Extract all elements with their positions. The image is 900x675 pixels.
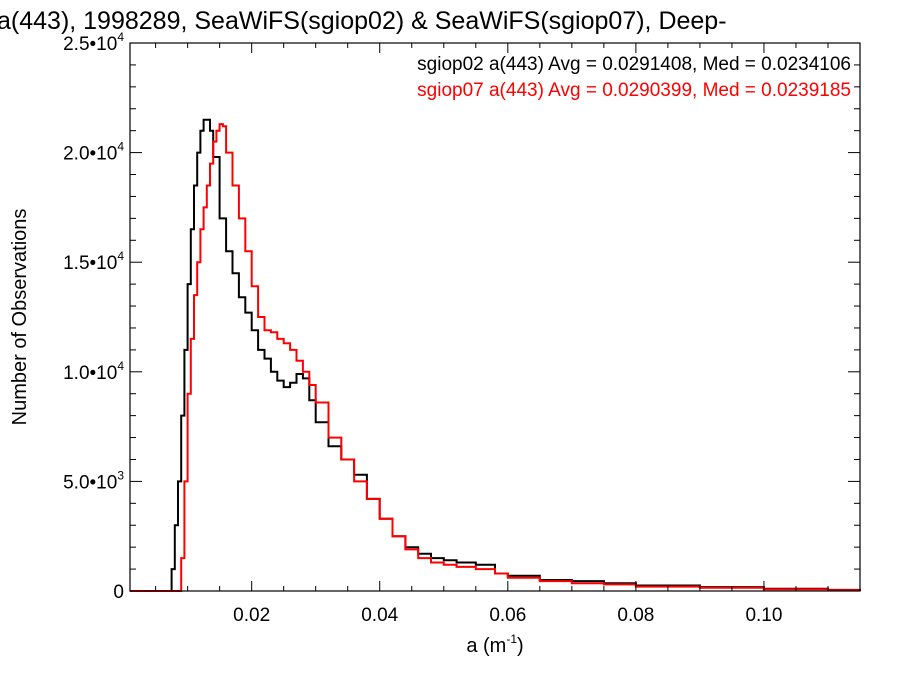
y-tick-label: 1.0•104	[63, 359, 124, 384]
x-tick-label: 0.08	[617, 605, 654, 626]
y-tick-label: 5.0•103	[63, 468, 124, 493]
y-tick-label: 0	[113, 582, 124, 603]
tick-layer: 0.02 0.04 0.06 0.08 0.10 0 5.0•103 1.0•104 1.5•1…	[63, 30, 860, 626]
x-axis-label: a (m-1)	[466, 632, 523, 657]
series-layer	[130, 118, 861, 592]
y-tick-label: 1.5•104	[63, 249, 124, 274]
x-axis-label-exponent: -1	[506, 632, 517, 646]
x-tick-label: 0.02	[233, 605, 270, 626]
x-tick-label: 0.10	[745, 605, 782, 626]
plot-frame	[129, 42, 861, 592]
x-axis-label-suffix: )	[517, 635, 524, 657]
y-axis-label: Number of Observations	[9, 209, 31, 426]
legend-entry-sgiop07: sgiop07 a(443) Avg = 0.0290399, Med = 0.…	[417, 80, 851, 101]
series-line-sgiop07	[130, 123, 861, 592]
x-tick-label: 0.04	[361, 605, 398, 626]
legend-entry-sgiop02: sgiop02 a(443) Avg = 0.0291408, Med = 0.…	[417, 54, 851, 75]
x-tick-label: 0.06	[489, 605, 526, 626]
y-tick-label: 2.5•104	[63, 30, 124, 55]
chart-title: a(443), 1998289, SeaWiFS(sgiop02) & SeaW…	[0, 7, 727, 35]
y-tick-label: 2.0•104	[63, 140, 124, 165]
x-axis-label-main: a (m	[466, 635, 506, 657]
